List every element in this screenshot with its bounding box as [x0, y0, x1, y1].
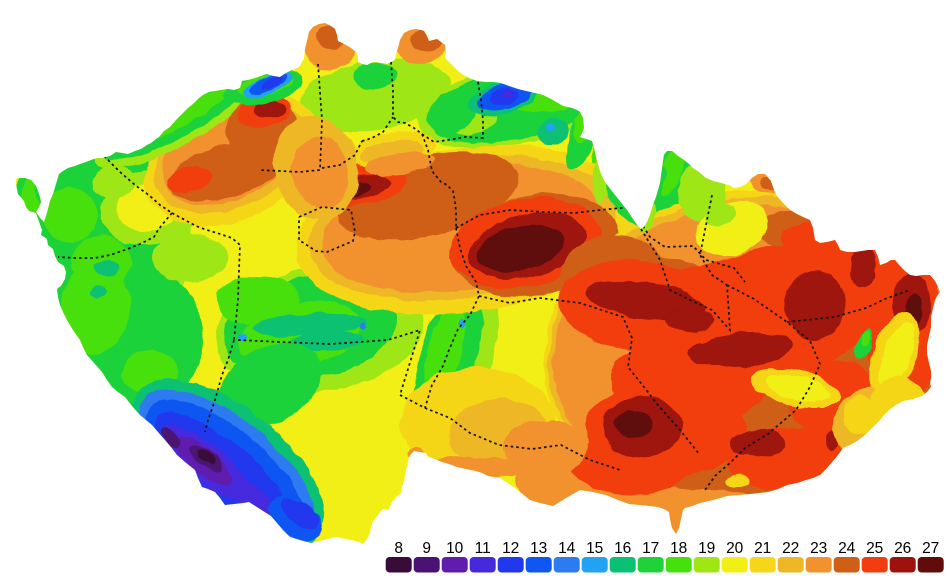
- svg-text:15: 15: [586, 540, 603, 557]
- svg-text:16: 16: [614, 540, 631, 557]
- svg-text:11: 11: [475, 540, 491, 557]
- svg-text:27: 27: [922, 540, 939, 557]
- svg-text:18: 18: [670, 540, 687, 557]
- svg-text:21: 21: [754, 540, 771, 557]
- svg-text:13: 13: [530, 540, 547, 557]
- svg-text:22: 22: [782, 540, 799, 557]
- svg-text:10: 10: [446, 540, 464, 557]
- svg-text:17: 17: [642, 540, 659, 557]
- svg-text:19: 19: [698, 540, 715, 557]
- svg-text:8: 8: [394, 540, 403, 557]
- svg-text:14: 14: [558, 540, 576, 557]
- svg-text:25: 25: [866, 540, 883, 557]
- svg-text:9: 9: [422, 540, 431, 557]
- svg-text:24: 24: [838, 540, 856, 557]
- svg-text:20: 20: [726, 540, 744, 557]
- svg-text:26: 26: [894, 540, 911, 557]
- svg-text:23: 23: [810, 540, 827, 557]
- svg-text:12: 12: [502, 540, 519, 557]
